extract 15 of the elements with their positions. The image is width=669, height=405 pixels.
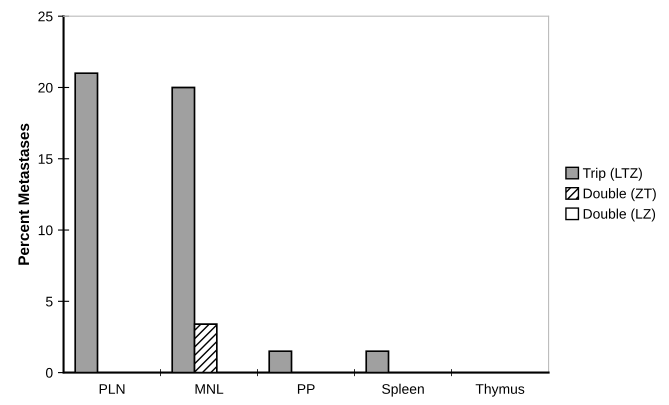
legend-label: Trip (LTZ): [582, 168, 642, 181]
y-axis-title: Percent Metastases: [18, 124, 30, 265]
y-tick-label: 15: [38, 154, 53, 164]
legend-label: Double (ZT): [584, 188, 656, 202]
y-tick-label: 10: [38, 225, 53, 236]
x-tick-label: Thymus: [476, 384, 524, 397]
x-tick-label: Spleen: [382, 384, 424, 397]
y-tick-label: 20: [38, 82, 53, 93]
x-tick-label: PP: [298, 384, 315, 394]
x-tick-label: PLN: [100, 384, 124, 394]
y-tick-label: 25: [38, 12, 53, 22]
y-tick-label: 5: [46, 296, 53, 306]
y-tick-label: 0: [46, 368, 53, 378]
x-tick-label: MNL: [196, 384, 224, 394]
legend-label: Double (LZ): [584, 208, 656, 222]
